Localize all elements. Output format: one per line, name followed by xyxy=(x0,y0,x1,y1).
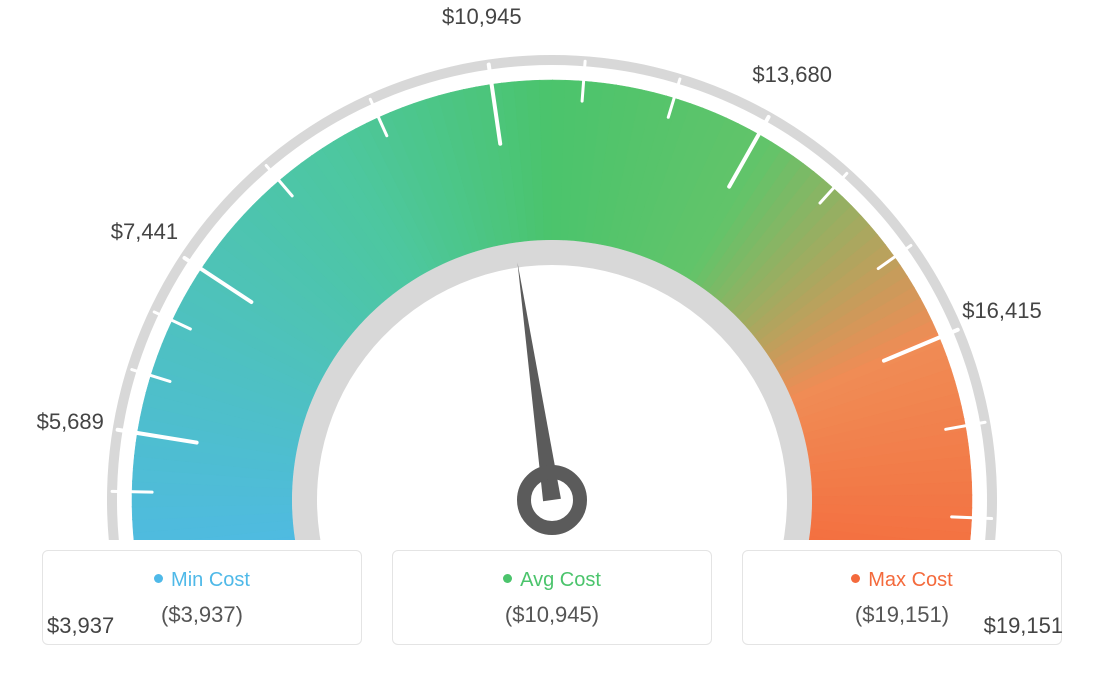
tick-label: $16,415 xyxy=(962,298,1042,324)
tick-label: $10,945 xyxy=(442,4,522,30)
legend-value-avg: ($10,945) xyxy=(403,602,701,628)
needle xyxy=(517,262,580,528)
legend-card-avg: Avg Cost ($10,945) xyxy=(392,550,712,645)
tick-label: $7,441 xyxy=(111,219,178,245)
gauge-svg xyxy=(0,0,1104,540)
legend-title-avg: Avg Cost xyxy=(403,569,701,592)
tick-label: $5,689 xyxy=(37,409,104,435)
dot-icon xyxy=(851,574,860,583)
legend-label-max: Max Cost xyxy=(868,569,952,591)
dot-icon xyxy=(154,574,163,583)
legend-title-min: Min Cost xyxy=(53,569,351,592)
tick-label: $13,680 xyxy=(752,62,832,88)
dot-icon xyxy=(503,574,512,583)
legend-label-avg: Avg Cost xyxy=(520,569,601,591)
tick-label: $19,151 xyxy=(984,613,1064,639)
gauge-chart: $3,937$5,689$7,441$10,945$13,680$16,415$… xyxy=(0,0,1104,540)
tick-label: $3,937 xyxy=(47,613,114,639)
legend-row: Min Cost ($3,937) Avg Cost ($10,945) Max… xyxy=(0,550,1104,645)
legend-label-min: Min Cost xyxy=(171,569,250,591)
legend-title-max: Max Cost xyxy=(753,569,1051,592)
